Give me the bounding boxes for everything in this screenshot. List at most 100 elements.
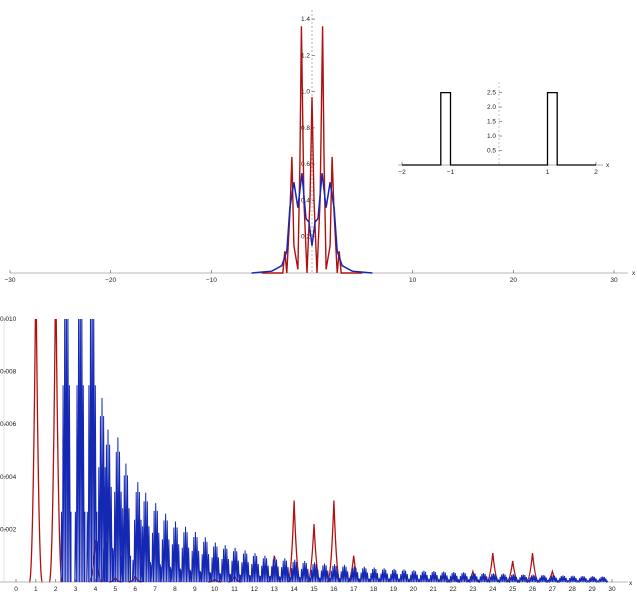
blue-series (60, 319, 608, 583)
y-tick-label: 1.2 (301, 52, 310, 59)
x-tick-label: 1 (546, 169, 550, 176)
blue-peak-group (60, 319, 72, 583)
x-tick-label: 1 (34, 586, 38, 593)
x-tick-label: 4 (94, 586, 98, 593)
blue-peak-group (269, 556, 281, 583)
blue-peak-group (229, 547, 241, 583)
x-tick-label: 19 (390, 586, 398, 593)
x-tick-label: 28 (569, 586, 577, 593)
x-tick-label: 6 (133, 586, 137, 593)
aperture-inset-plot: −2 −1 1 2 x 0.5 1.0 1.5 2.0 2.5 (398, 82, 610, 176)
x-tick-label: 10 (409, 277, 417, 284)
y-tick-label: 0.8 (301, 125, 310, 132)
x-tick-label: 24 (489, 586, 497, 593)
blue-peak-group (199, 537, 211, 583)
x-tick-label: 30 (610, 277, 618, 284)
red-peak (48, 319, 63, 583)
red-peak (28, 319, 43, 583)
x-tick-label: 20 (410, 586, 418, 593)
x-axis-label: x (632, 270, 636, 277)
x-tick-label: 29 (589, 586, 597, 593)
blue-peak-group (338, 564, 350, 583)
x-tick-label: 7 (153, 586, 157, 593)
y-tick-label: 1.0 (301, 89, 310, 96)
blue-peak-group (86, 319, 98, 583)
series-line (261, 26, 363, 274)
y-tick-label: 0.4 (301, 197, 310, 204)
blue-peak-group (457, 572, 469, 583)
x-tick-label: 8 (173, 586, 177, 593)
blue-peak-group (278, 558, 291, 583)
x-tick-label: 15 (310, 586, 318, 593)
x-tick-label: 2 (594, 169, 598, 176)
blue-peak-group (298, 560, 310, 583)
x-tick-label: 10 (211, 586, 219, 593)
blue-peak-group (497, 573, 509, 583)
x-tick-label: 22 (449, 586, 457, 593)
blue-peak-group (557, 575, 569, 583)
blue-peak-group (288, 559, 300, 583)
x-tick-label: 11 (231, 586, 238, 593)
blue-peak-group (596, 576, 608, 583)
blue-peak-group (249, 553, 261, 583)
x-axis-label: x (629, 580, 633, 587)
y-tick-label: 0.004 (0, 474, 17, 481)
blue-peak-group (219, 545, 231, 583)
blue-peak-group (102, 429, 114, 583)
blue-peak-group (149, 503, 161, 583)
x-tick-label: 12 (251, 586, 259, 593)
blue-peak-group (547, 575, 559, 583)
x-tick-label: −30 (4, 277, 15, 284)
blue-peak-group (378, 568, 390, 583)
x-tick-label: 18 (370, 586, 378, 593)
blue-peak-group (179, 526, 191, 583)
blue-peak-group (112, 437, 124, 583)
blue-peak-group (586, 576, 598, 583)
blue-peak-group (527, 574, 539, 583)
y-tick-label: 1.0 (487, 133, 496, 140)
x-tick-label: 5 (114, 586, 118, 593)
intensity-detail-plot: 0 1 2 3 4 5 6 7 8 9 10 11 12 13 14 15 16 17 18 19 20 21 22 23 24… (0, 316, 633, 593)
y-tick-label: 2.0 (487, 104, 496, 111)
blue-peak-group (318, 563, 330, 583)
x-tick-label: 27 (549, 586, 557, 593)
blue-peak-group (74, 319, 86, 583)
blue-peak-group (427, 570, 440, 583)
blue-peak-group (189, 531, 201, 583)
blue-peak-group (328, 564, 340, 583)
x-axis-label: x (606, 162, 610, 169)
blue-peak-group (209, 542, 221, 583)
blue-peak-group (159, 513, 171, 583)
x-tick-label: 30 (608, 586, 616, 593)
x-tick-label: 26 (529, 586, 537, 593)
y-tick-label: 0.010 (0, 316, 17, 323)
x-tick-label: −10 (206, 277, 217, 284)
y-tick-label: 0.002 (0, 526, 17, 533)
x-tick-label: 14 (291, 586, 299, 593)
blue-peak-group (398, 569, 410, 583)
blue-peak-group (131, 482, 144, 583)
blue-peak-group (507, 574, 519, 583)
blue-peak-group (487, 573, 499, 583)
blue-peak-group (139, 492, 151, 583)
x-tick-label: 25 (509, 586, 517, 593)
x-tick-label: 21 (430, 586, 438, 593)
y-tick-label: 1.5 (487, 119, 496, 126)
x-tick-label: 9 (193, 586, 197, 593)
y-tick-label: 0.6 (301, 161, 310, 168)
blue-peak-group (447, 571, 459, 583)
x-tick-label: 13 (271, 586, 279, 593)
x-tick-label: 23 (469, 586, 477, 593)
blue-peak-group (418, 570, 430, 583)
blue-peak-group (517, 574, 529, 583)
blue-peak-group (239, 550, 251, 583)
blue-peak-group (388, 568, 400, 583)
blue-peak-group (537, 574, 549, 583)
x-tick-label: 3 (74, 586, 78, 593)
blue-peak-group (437, 571, 449, 583)
blue-peak-group (467, 572, 479, 583)
x-tick-label: 16 (330, 586, 338, 593)
blue-peak-group (259, 555, 271, 583)
